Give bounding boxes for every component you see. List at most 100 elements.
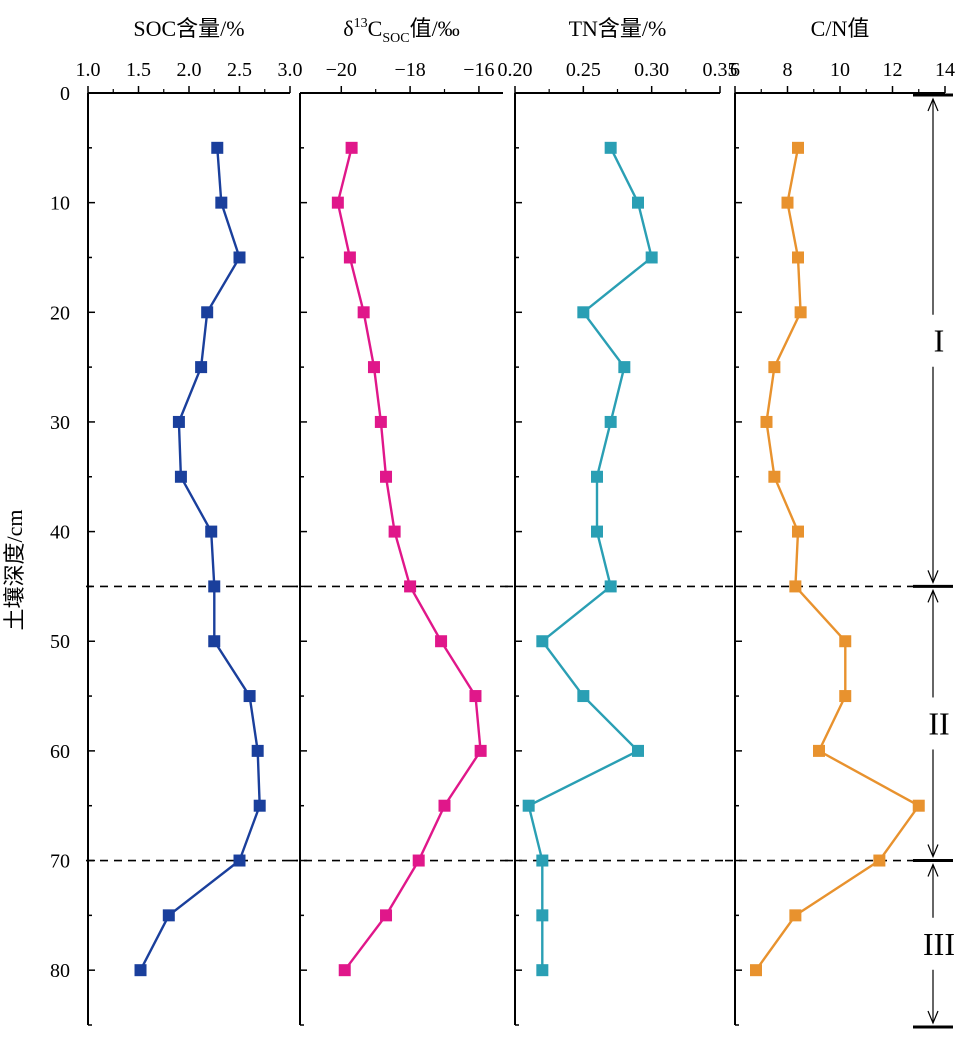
panel-title-tn: TN含量/% <box>569 16 667 41</box>
title-part-suffix: 值/‰ <box>410 16 460 41</box>
y-tick-label: 70 <box>50 851 70 873</box>
data-point-tn <box>591 525 603 538</box>
data-point-tn <box>632 744 644 757</box>
x-tick-label-soc: 2.0 <box>177 59 202 81</box>
x-tick-label-cn: 12 <box>883 59 903 81</box>
series-line-cn <box>755 147 921 971</box>
zone-arrow-head <box>927 97 939 112</box>
zone-label: II <box>928 705 949 741</box>
y-tick-label: 50 <box>50 631 70 653</box>
data-point-soc <box>174 470 187 483</box>
y-tick-label: 20 <box>50 302 70 324</box>
data-point-tn <box>536 964 549 977</box>
zone-arrow-head <box>927 570 939 584</box>
data-point-d13c <box>412 854 425 867</box>
x-tick-label-tn: 0.30 <box>634 59 669 81</box>
y-axis-label: 土壤深度/cm <box>2 510 27 631</box>
data-point-d13c <box>374 415 387 428</box>
data-point-d13c <box>345 141 358 154</box>
data-point-cn <box>792 141 804 154</box>
data-point-soc <box>134 964 147 977</box>
y-tick-label: 30 <box>50 412 70 434</box>
y-tick-label: 0 <box>60 83 70 105</box>
data-point-d13c <box>474 744 487 757</box>
y-axis: 0 10 20 30 40 50 60 70 80 <box>50 83 70 982</box>
data-point-tn <box>577 306 590 319</box>
x-tick-label-d13c: −20 <box>326 59 357 81</box>
data-point-cn <box>839 635 852 648</box>
data-point-soc <box>253 799 266 812</box>
data-point-tn <box>536 635 549 648</box>
x-tick-label-cn: 6 <box>730 59 740 81</box>
zone-arrow-head <box>927 844 939 859</box>
zone-arrow-head <box>927 862 939 877</box>
data-point-soc <box>233 854 246 867</box>
title-part-prefix: δ <box>343 16 353 41</box>
x-tick-label-tn: 0.20 <box>498 59 533 81</box>
x-tick-label-cn: 8 <box>783 59 793 81</box>
data-point-soc <box>208 635 221 648</box>
data-point-soc <box>195 361 208 374</box>
data-point-tn <box>591 470 603 483</box>
data-point-soc <box>215 196 228 209</box>
x-tick-label-tn: 0.35 <box>703 59 738 81</box>
data-point-soc <box>205 525 218 538</box>
data-point-cn <box>768 470 781 483</box>
data-point-tn <box>604 415 617 428</box>
panel-title-d13c: δ13CSOC值/‰ <box>343 16 459 46</box>
x-tick-label-cn: 14 <box>935 59 955 81</box>
data-point-cn <box>781 196 794 209</box>
data-point-cn <box>912 799 925 812</box>
data-point-cn <box>792 251 804 264</box>
data-point-tn <box>618 361 631 374</box>
data-point-d13c <box>343 251 356 264</box>
data-point-soc <box>172 415 185 428</box>
data-point-d13c <box>469 690 482 703</box>
x-tick-label-soc: 1.5 <box>126 59 151 81</box>
series-line-tn <box>527 147 654 971</box>
data-point-soc <box>251 744 264 757</box>
data-point-d13c <box>435 635 448 648</box>
data-point-soc <box>201 306 214 319</box>
zone-arrow-head <box>927 1010 939 1025</box>
data-point-tn <box>536 854 549 867</box>
data-point-cn <box>750 964 762 977</box>
data-point-soc <box>233 251 246 264</box>
data-point-cn <box>789 580 802 593</box>
series-line-d13c <box>336 147 482 971</box>
panel-d13c: δ13CSOC值/‰ −20 −18 −16 <box>290 16 511 1026</box>
data-point-tn <box>577 690 590 703</box>
x-tick-label-soc: 3.0 <box>278 59 303 81</box>
data-point-cn <box>792 525 804 538</box>
data-point-soc <box>208 580 221 593</box>
zone-label: I <box>934 323 945 359</box>
data-point-soc <box>243 690 256 703</box>
panel-tn: TN含量/% 0.20 0.25 0.30 0.35 <box>498 16 738 1026</box>
data-point-d13c <box>380 470 393 483</box>
panel-cn: C/N值 6 8 10 12 14 <box>725 16 955 1026</box>
data-point-d13c <box>331 196 344 209</box>
data-point-tn <box>604 141 617 154</box>
x-tick-label-d13c: −18 <box>394 59 425 81</box>
title-part-sub: SOC <box>382 31 409 46</box>
data-point-cn <box>873 854 886 867</box>
panel-title-soc: SOC含量/% <box>133 16 244 41</box>
data-point-d13c <box>357 306 370 319</box>
data-point-tn <box>645 251 658 264</box>
data-point-soc <box>211 141 224 154</box>
title-part-sup: 13 <box>354 16 368 31</box>
data-point-cn <box>760 415 773 428</box>
title-part-mid: C <box>368 16 383 41</box>
data-point-cn <box>768 361 781 374</box>
data-point-tn <box>632 196 644 209</box>
data-point-tn <box>536 909 549 922</box>
x-tick-label-soc: 1.0 <box>76 59 101 81</box>
data-point-d13c <box>338 964 351 977</box>
data-point-d13c <box>388 525 401 538</box>
zone-arrow-head <box>927 588 939 603</box>
data-point-d13c <box>438 799 451 812</box>
zone-label: III <box>923 926 955 962</box>
panel-title-cn: C/N值 <box>811 16 870 41</box>
